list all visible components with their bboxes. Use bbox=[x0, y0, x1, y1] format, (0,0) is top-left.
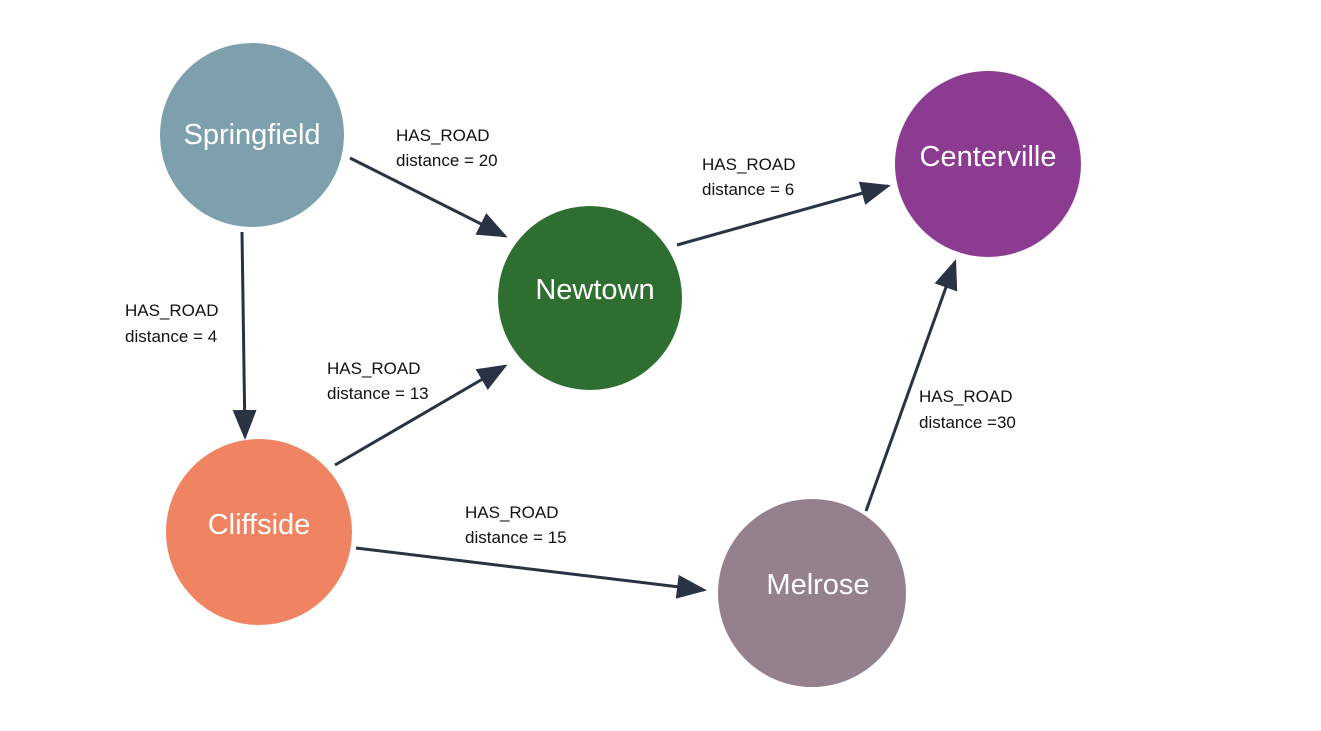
edge-label-newtown-centerville: HAS_ROAD distance = 6 bbox=[702, 155, 796, 199]
node-circle bbox=[160, 43, 344, 227]
edge-distance-label: distance = 15 bbox=[465, 528, 567, 547]
edge-distance-label: distance = 6 bbox=[702, 180, 794, 199]
edge-melrose-centerville bbox=[864, 259, 958, 512]
edge-distance-label: distance = 13 bbox=[327, 384, 429, 403]
node-label: Cliffside bbox=[208, 509, 311, 541]
edge-label-melrose-centerville: HAS_ROAD distance =30 bbox=[919, 387, 1016, 432]
edge-type-label: HAS_ROAD bbox=[919, 387, 1013, 406]
edge-label-cliffside-melrose: HAS_ROAD distance = 15 bbox=[465, 503, 567, 547]
edge-cliffside-newtown bbox=[334, 364, 508, 467]
edge-type-label: HAS_ROAD bbox=[465, 503, 559, 522]
node-centerville: Centerville bbox=[895, 71, 1081, 257]
node-circle bbox=[166, 439, 352, 625]
nodes: Springfield Newtown Centerville Cliffsid… bbox=[160, 43, 1081, 687]
edge-springfield-cliffside bbox=[232, 231, 257, 440]
edge-type-label: HAS_ROAD bbox=[396, 126, 490, 145]
node-newtown: Newtown bbox=[498, 206, 682, 390]
node-label: Newtown bbox=[535, 274, 654, 306]
node-cliffside: Cliffside bbox=[166, 439, 352, 625]
node-label: Melrose bbox=[766, 569, 869, 601]
edge-label-springfield-newtown: HAS_ROAD distance = 20 bbox=[396, 126, 498, 170]
edge-label-cliffside-newtown: HAS_ROAD distance = 13 bbox=[327, 359, 429, 403]
edge-type-label: HAS_ROAD bbox=[702, 155, 796, 174]
edge-label-springfield-cliffside: HAS_ROAD distance = 4 bbox=[125, 301, 219, 346]
node-circle bbox=[718, 499, 906, 687]
edge-type-label: HAS_ROAD bbox=[327, 359, 421, 378]
edge-springfield-newtown bbox=[349, 156, 508, 238]
edge-cliffside-melrose bbox=[355, 546, 707, 599]
node-circle bbox=[498, 206, 682, 390]
edge-type-label: HAS_ROAD bbox=[125, 301, 219, 320]
node-circle bbox=[895, 71, 1081, 257]
node-melrose: Melrose bbox=[718, 499, 906, 687]
node-label: Centerville bbox=[920, 141, 1057, 173]
edge-distance-label: distance = 20 bbox=[396, 151, 498, 170]
node-label: Springfield bbox=[183, 119, 320, 151]
edge-newtown-centerville bbox=[676, 181, 891, 247]
node-springfield: Springfield bbox=[160, 43, 344, 227]
edge-distance-label: distance = 4 bbox=[125, 327, 217, 346]
edges bbox=[232, 156, 958, 599]
edge-distance-label: distance =30 bbox=[919, 413, 1016, 432]
edge-labels: HAS_ROAD distance = 20 HAS_ROAD distance… bbox=[125, 126, 1016, 547]
